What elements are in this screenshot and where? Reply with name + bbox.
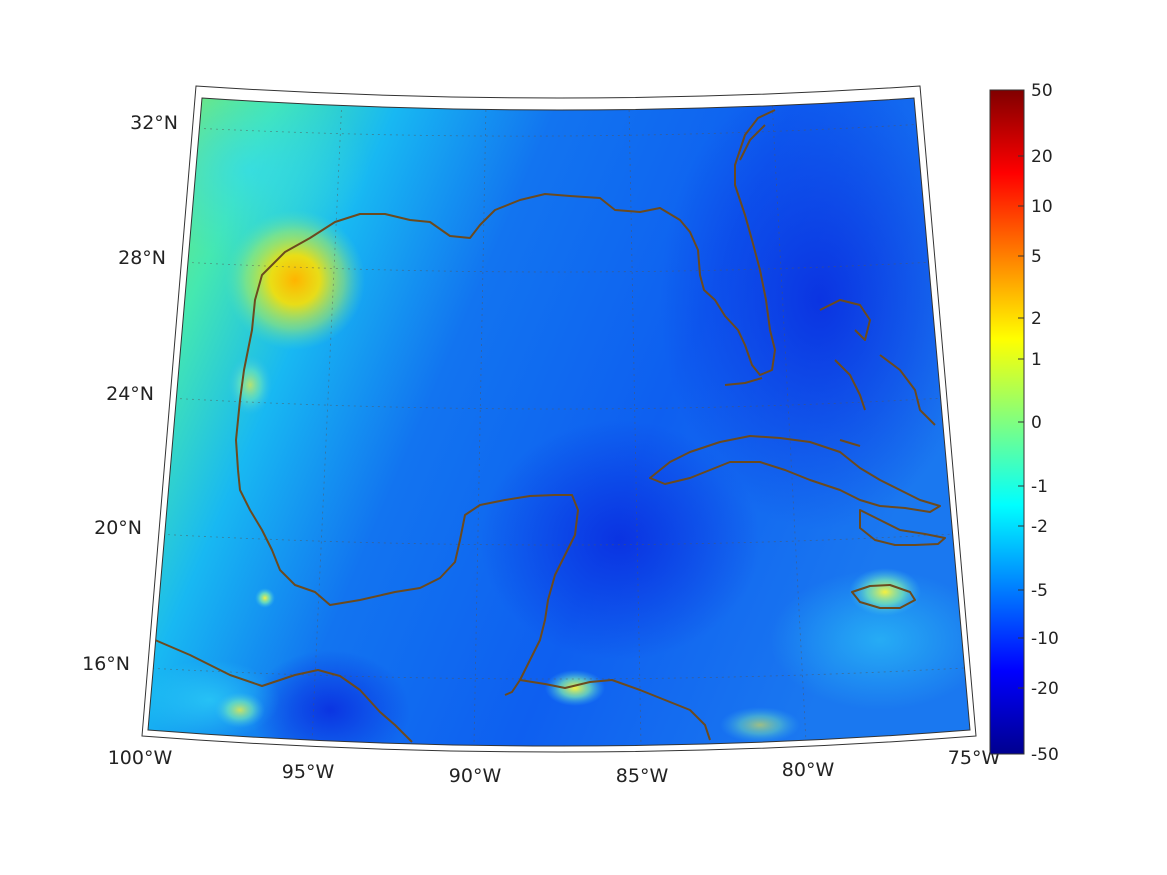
colorbar-tick-label: 50 <box>1031 81 1053 101</box>
lat-label: 24°N <box>106 383 154 405</box>
colorbar-tick-label: -2 <box>1031 517 1048 537</box>
lon-label: 90°W <box>449 765 502 787</box>
lat-label: 32°N <box>130 112 178 134</box>
hotspot-honduras-coast <box>545 670 605 706</box>
colorbar-tick-label: -10 <box>1031 629 1059 649</box>
latitude-labels: 32°N 28°N 24°N 20°N 16°N <box>82 112 178 675</box>
colorbar-tick-label: 5 <box>1031 247 1042 267</box>
lon-label: 80°W <box>782 759 835 781</box>
colorbar-tick-label: 1 <box>1031 350 1042 370</box>
lat-label: 16°N <box>82 653 130 675</box>
colorbar-tick-label: -50 <box>1031 745 1059 765</box>
map-frame <box>141 85 977 753</box>
longitude-labels: 100°W 95°W 90°W 85°W 80°W 75°W <box>108 747 1001 787</box>
colorbar-tick-label: 20 <box>1031 147 1053 167</box>
hotspot-texas-coast <box>225 210 365 350</box>
colorbar-tick-label: 10 <box>1031 197 1053 217</box>
lon-label: 95°W <box>282 761 335 783</box>
lon-label: 100°W <box>108 747 173 769</box>
lon-label: 85°W <box>616 765 669 787</box>
colorbar-tick-label: -5 <box>1031 581 1048 601</box>
map-field <box>148 98 970 746</box>
colorbar-tick-label: 2 <box>1031 309 1042 329</box>
colorbar-tick-label: -1 <box>1031 477 1048 497</box>
lat-label: 28°N <box>118 247 166 269</box>
colorbar-tick-label: 0 <box>1031 413 1042 433</box>
lat-label: 20°N <box>94 517 142 539</box>
colorbar-tick-label: -20 <box>1031 679 1059 699</box>
coastlines <box>154 109 946 743</box>
lon-label: 75°W <box>948 747 1001 769</box>
graticule <box>148 98 965 746</box>
